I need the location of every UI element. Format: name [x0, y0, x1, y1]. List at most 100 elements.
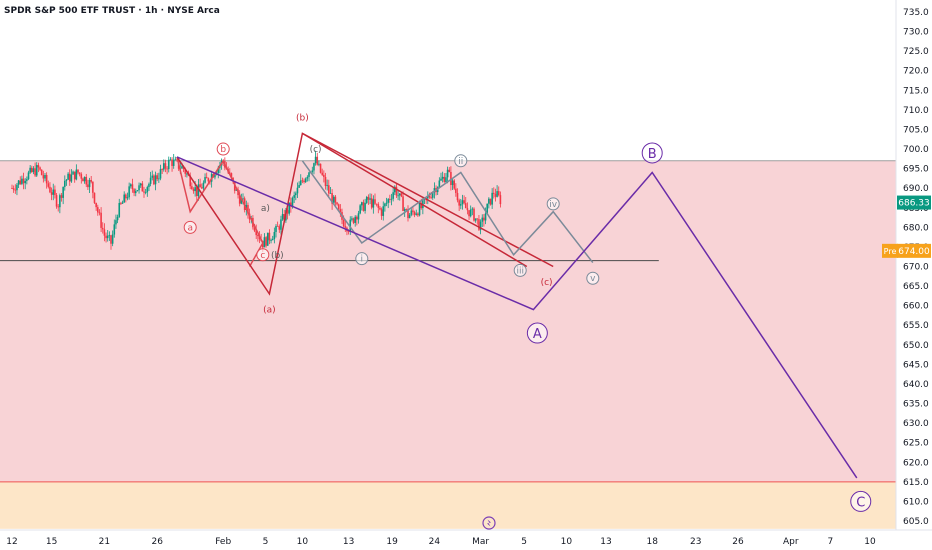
candle-body-275: [464, 203, 467, 209]
candle-body-13: [32, 168, 35, 172]
replay-icon[interactable]: [482, 516, 496, 530]
candle-body-15: [35, 165, 38, 176]
current-price-tag-bg: [897, 195, 931, 210]
candle-body-70: [126, 197, 129, 199]
candle-body-54: [100, 212, 102, 228]
x-tick-3: 26: [151, 537, 163, 547]
candle-body-295: [497, 191, 500, 196]
candle-body-211: [359, 205, 361, 214]
pre-label: Pre: [884, 247, 897, 256]
candle-body-14: [34, 168, 36, 176]
candle-body-296: [499, 195, 502, 205]
candle-body-236: [400, 193, 403, 197]
wave-label-9: i: [361, 255, 364, 265]
candle-body-173: [296, 187, 299, 194]
candle-body-6: [21, 178, 23, 184]
candle-body-61: [111, 234, 114, 244]
x-tick-5: 5: [263, 537, 269, 547]
x-tick-16: 26: [732, 537, 744, 547]
wave-label-circle-11: [513, 263, 527, 277]
candle-body-242: [410, 210, 413, 215]
candle-body-163: [280, 219, 282, 230]
candle-body-214: [364, 202, 366, 211]
candle-body-40: [77, 169, 79, 173]
wave-label-7: a): [261, 204, 270, 214]
candle-body-291: [491, 192, 493, 205]
candle-body-57: [105, 235, 107, 239]
candle-body-285: [481, 217, 484, 222]
candle-body-116: [202, 182, 205, 189]
wave-label-8: (b): [271, 251, 284, 261]
candle-body-143: [247, 204, 249, 214]
x-tick-10: Mar: [472, 537, 489, 547]
candle-body-274: [463, 200, 465, 204]
y-tick-8: 645.0: [903, 360, 929, 370]
time-axis[interactable]: 12 15 21 26 Feb 5 10 13 19 24 Mar 5 10 13 18 23 26 Apr 7 10: [6, 537, 876, 547]
current-price-tag: 686.33: [898, 199, 930, 209]
candle-body-18: [40, 169, 43, 176]
candle-body-261: [441, 176, 444, 179]
x-tick-12: 10: [561, 537, 573, 547]
y-tick-24: 725.0: [903, 47, 929, 57]
candle-body-19: [42, 175, 45, 179]
y-tick-5: 630.0: [903, 419, 929, 429]
candle-body-33: [65, 179, 68, 181]
candle-body-169: [290, 202, 292, 207]
candle-body-265: [448, 169, 451, 172]
candle-body-12: [31, 167, 33, 172]
y-tick-4: 625.0: [903, 439, 929, 449]
candle-body-68: [123, 194, 125, 203]
candle-body-118: [205, 177, 208, 179]
candle-body-2: [14, 189, 17, 191]
candle-body-233: [395, 186, 398, 196]
candle-body-84: [149, 177, 152, 184]
candle-body-207: [352, 218, 355, 223]
candle-body-136: [235, 189, 238, 191]
candle-body-241: [408, 214, 411, 219]
candle-body-199: [339, 209, 342, 213]
x-tick-19: 10: [864, 537, 876, 547]
x-tick-2: 21: [99, 537, 110, 547]
candle-body-66: [120, 202, 122, 204]
candle-body-42: [80, 174, 83, 179]
candle-body-238: [403, 209, 406, 212]
candle-body-153: [263, 237, 266, 248]
candle-body-186: [318, 163, 320, 165]
candle-body-26: [54, 189, 56, 196]
price-axis[interactable]: 605.0 610.0 615.0 620.0 625.0 630.0 635.0 640.0…: [903, 8, 929, 527]
candle-body-95: [167, 159, 170, 170]
x-tick-13: 13: [600, 537, 611, 547]
y-tick-9: 650.0: [903, 341, 929, 351]
candle-body-170: [291, 197, 294, 207]
candle-body-7: [22, 178, 25, 184]
candle-body-221: [375, 203, 378, 205]
x-tick-4: Feb: [215, 537, 231, 547]
pre-price-tag-bg: [897, 243, 931, 258]
candle-body-80: [143, 191, 145, 193]
candle-body-184: [314, 156, 317, 164]
wave-label-circle-10: [454, 154, 468, 168]
elliott-wave-lines: [176, 132, 858, 479]
y-tick-22: 715.0: [903, 86, 929, 96]
wave-label-circle-12: [546, 197, 560, 211]
candle-body-191: [326, 185, 328, 187]
candle-body-5: [19, 180, 22, 184]
wave-label-circle-9: [355, 252, 369, 266]
candle-body-45: [85, 176, 88, 185]
candle-body-25: [52, 189, 55, 195]
candle-body-52: [97, 207, 99, 213]
candle-body-208: [354, 216, 356, 223]
candle-body-154: [265, 237, 267, 246]
candle-body-230: [390, 198, 393, 200]
candle-body-259: [438, 180, 441, 188]
candle-body-255: [431, 192, 434, 198]
candle-body-103: [181, 166, 183, 169]
y-tick-0: 605.0: [903, 517, 929, 527]
candle-body-59: [108, 235, 111, 237]
candle-body-192: [328, 185, 330, 194]
zone-0: [0, 160, 896, 482]
candle-body-32: [64, 180, 66, 187]
candle-body-284: [479, 221, 482, 230]
candle-body-182: [311, 170, 314, 172]
